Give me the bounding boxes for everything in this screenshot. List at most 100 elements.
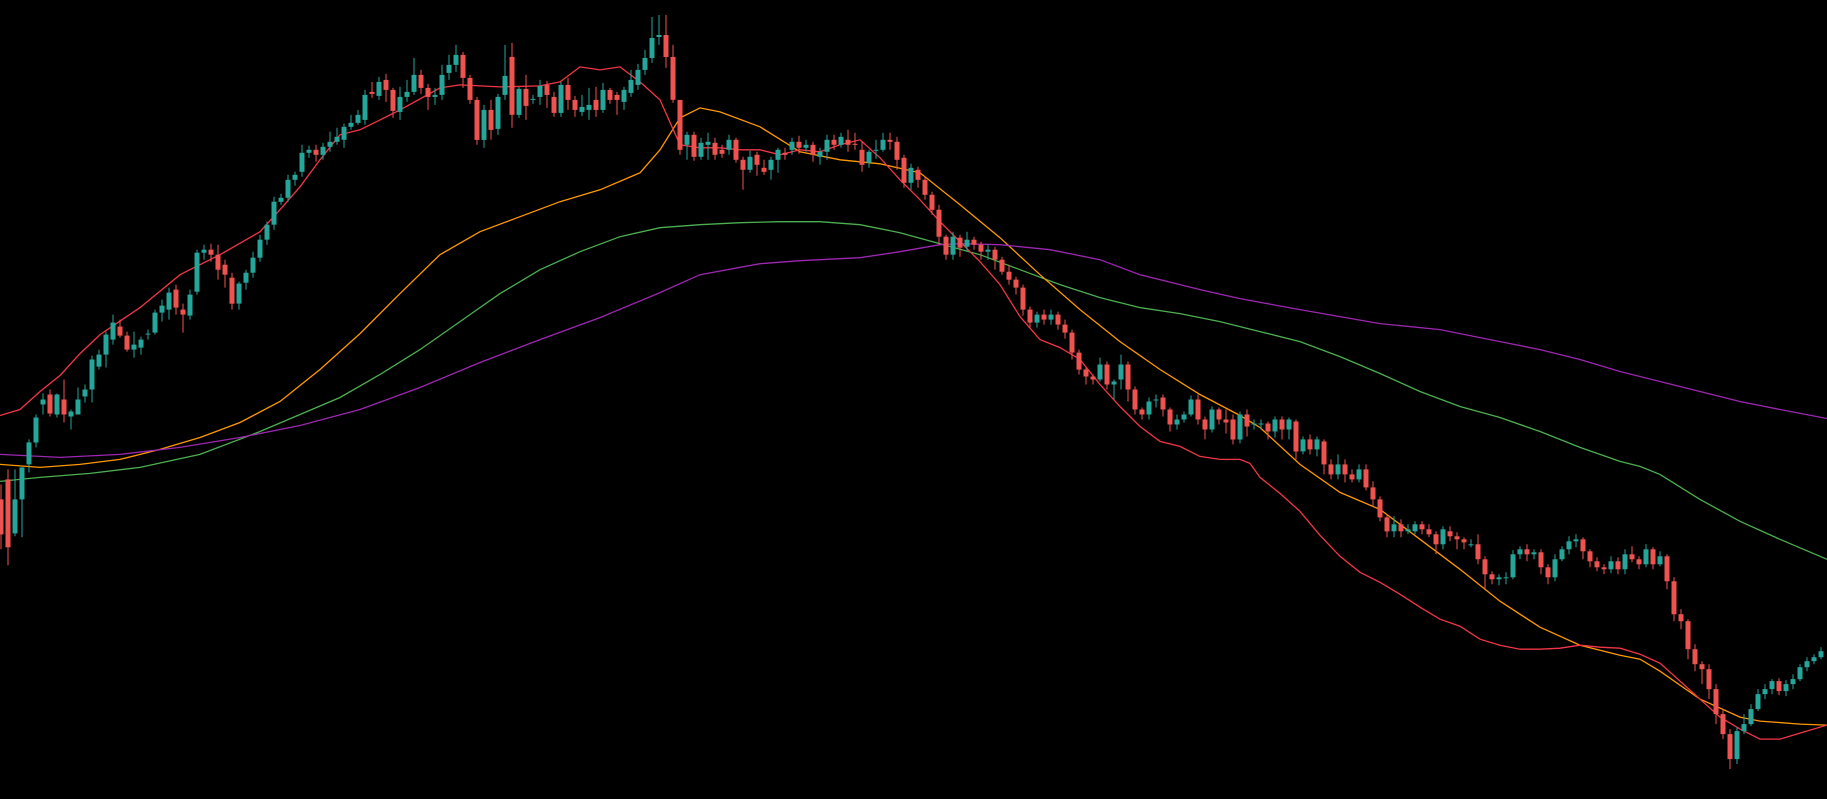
candle-body xyxy=(964,239,970,247)
candle-body xyxy=(509,56,515,115)
candle-up xyxy=(866,149,872,168)
candle-up xyxy=(726,134,732,155)
candle-body xyxy=(1300,439,1306,452)
candle-body xyxy=(1475,544,1481,560)
candle-body xyxy=(1629,554,1635,560)
candle-down xyxy=(1482,556,1488,590)
candle-up xyxy=(1209,406,1215,433)
candle-body xyxy=(1384,517,1390,532)
candle-body xyxy=(292,174,298,180)
candle-down xyxy=(1615,557,1621,575)
candle-up xyxy=(12,469,18,537)
candle-body xyxy=(859,149,865,165)
candle-body xyxy=(1419,524,1425,530)
candle-up xyxy=(1111,379,1117,400)
candle-body xyxy=(1111,381,1117,385)
candle-down xyxy=(1601,564,1607,575)
candle-layer xyxy=(0,15,1824,769)
candle-body xyxy=(992,249,998,260)
candle-body xyxy=(47,394,53,414)
candle-body xyxy=(152,312,158,333)
candle-down xyxy=(761,159,767,175)
candle-body xyxy=(810,144,816,155)
candle-down xyxy=(957,234,963,257)
candle-body xyxy=(488,109,494,130)
candle-body xyxy=(257,239,263,258)
candle-down xyxy=(915,166,921,188)
candle-body xyxy=(1517,549,1523,555)
candle-body xyxy=(1685,621,1691,650)
candle-body xyxy=(530,98,536,100)
candle-down xyxy=(1216,407,1222,425)
candle-body xyxy=(369,91,375,94)
candle-down xyxy=(180,303,186,333)
candle-down xyxy=(614,91,620,115)
candle-up xyxy=(278,193,284,205)
candle-body xyxy=(1104,364,1110,385)
candle-up xyxy=(40,393,46,415)
candle-body xyxy=(383,79,389,90)
candle-body xyxy=(1398,524,1404,532)
candle-up xyxy=(1566,536,1572,555)
candle-down xyxy=(1720,709,1726,740)
candle-up xyxy=(1118,354,1124,390)
candle-body xyxy=(929,194,935,210)
candle-body xyxy=(1006,271,1012,280)
candle-body xyxy=(1657,556,1663,565)
candle-body xyxy=(1797,667,1803,680)
candle-body xyxy=(1153,399,1159,401)
candle-down xyxy=(474,96,480,145)
candle-down xyxy=(852,132,858,150)
candle-up xyxy=(1097,357,1103,382)
candle-body xyxy=(1174,419,1180,425)
candle-down xyxy=(1538,549,1544,575)
candle-body xyxy=(89,359,95,390)
candle-down xyxy=(47,389,53,417)
candle-down xyxy=(1167,407,1173,432)
candle-body xyxy=(1622,554,1628,570)
candle-body xyxy=(999,259,1005,272)
candle-body xyxy=(1146,401,1152,415)
candle-down xyxy=(208,243,214,262)
candle-up xyxy=(1741,714,1747,735)
candle-body xyxy=(481,109,487,140)
candle-body xyxy=(957,237,963,248)
candle-body xyxy=(404,91,410,97)
candle-body xyxy=(362,94,368,120)
candle-body xyxy=(1818,651,1824,658)
candle-body xyxy=(1552,559,1558,578)
candle-body xyxy=(12,499,18,534)
candle-up xyxy=(747,150,753,173)
candle-up xyxy=(236,281,242,310)
candle-down xyxy=(1671,577,1677,622)
candle-down xyxy=(1545,564,1551,585)
candle-up xyxy=(89,355,95,403)
candle-body xyxy=(803,144,809,148)
candle-body xyxy=(61,399,67,415)
candle-up xyxy=(33,414,39,448)
candle-body xyxy=(502,75,508,95)
candle-up xyxy=(642,49,648,75)
candle-body xyxy=(817,151,823,157)
candle-body xyxy=(439,74,445,95)
candle-up xyxy=(1769,679,1775,695)
candle-body xyxy=(845,139,851,145)
candle-body xyxy=(1181,414,1187,420)
candle-down xyxy=(1594,557,1600,572)
candle-up xyxy=(397,86,403,120)
candle-body xyxy=(313,149,319,155)
candle-up xyxy=(502,44,508,100)
candle-body xyxy=(1370,487,1376,500)
candle-down xyxy=(425,83,431,110)
candle-down xyxy=(677,99,683,155)
candle-body xyxy=(1790,679,1796,685)
candle-down xyxy=(810,141,816,162)
candle-body xyxy=(264,224,270,240)
candle-body xyxy=(1594,561,1600,568)
candle-body xyxy=(1776,681,1782,692)
candle-up xyxy=(75,387,81,415)
candle-down xyxy=(1685,619,1691,660)
candle-body xyxy=(1461,539,1467,543)
candle-body xyxy=(768,159,774,170)
candle-down xyxy=(229,272,235,310)
